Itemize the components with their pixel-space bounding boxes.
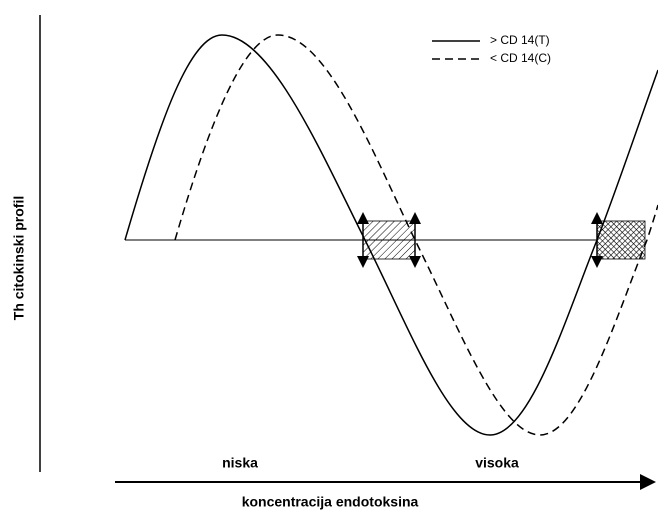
x-axis-label: koncentracija endotoksina [242,494,419,510]
x-axis-arrow [640,474,656,490]
region-label: visoka [475,455,519,471]
y-axis-label: Th citokinski profil [11,196,27,320]
curve-c [174,34,658,436]
legend-label: > CD 14(T) [490,33,550,47]
region-label: niska [222,455,258,471]
overlap-region [596,220,646,260]
legend-label: < CD 14(C) [490,51,551,65]
arrows [357,212,603,268]
